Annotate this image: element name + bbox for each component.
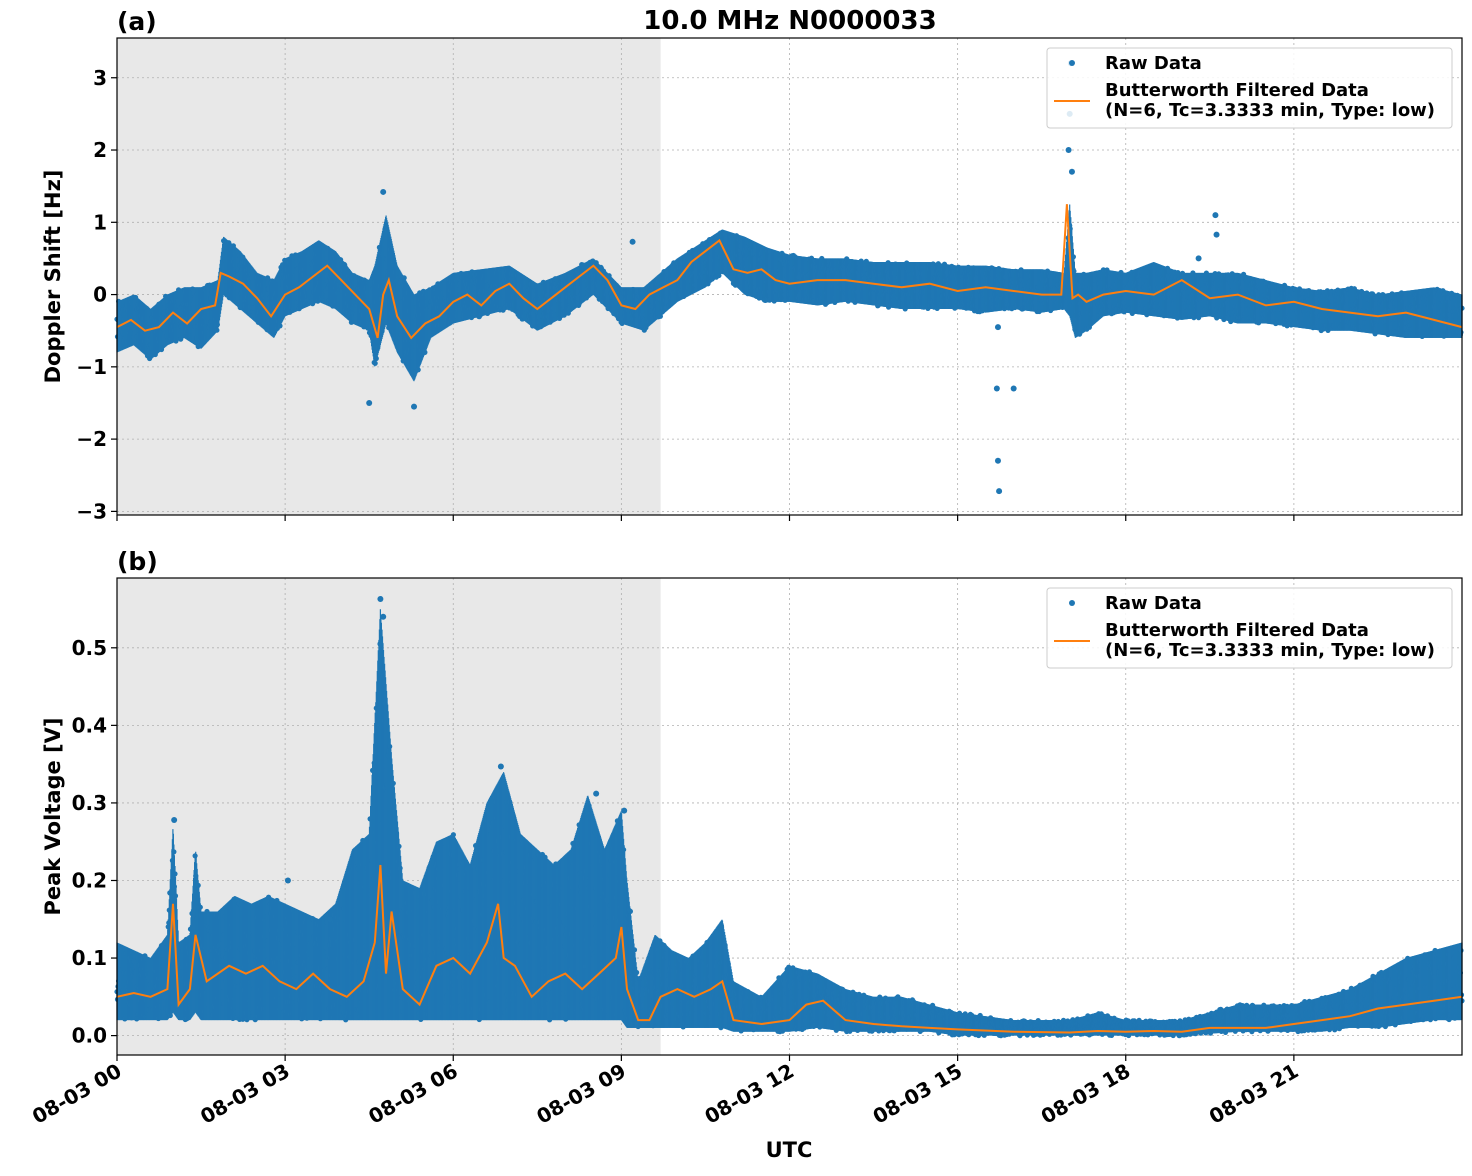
figure-title: 10.0 MHz N0000033 (643, 6, 936, 36)
